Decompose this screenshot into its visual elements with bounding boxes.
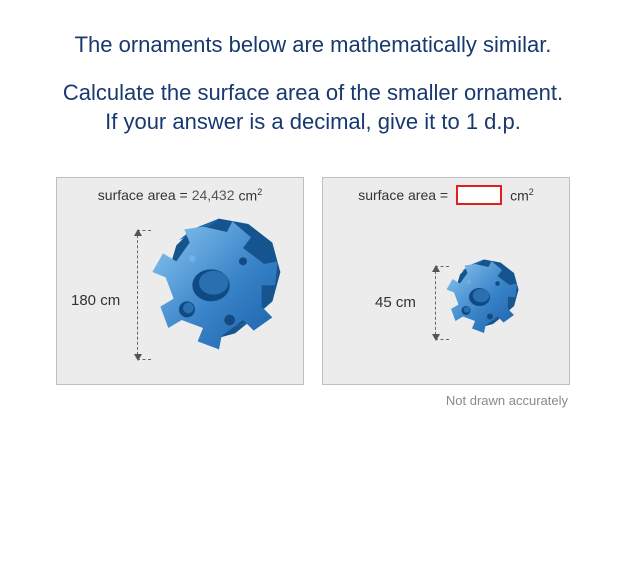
surface-area-unit-small: cm2	[510, 187, 534, 204]
surface-area-value: 24,432	[192, 187, 235, 203]
answer-input[interactable]	[456, 185, 502, 205]
surface-area-unit: cm2	[239, 187, 263, 204]
question-line-1: The ornaments below are mathematically s…	[40, 30, 586, 60]
dimension-bracket-large	[137, 230, 138, 360]
question-line-3: If your answer is a decimal, give it to …	[105, 109, 521, 134]
panel-small-header: surface area = cm2	[323, 178, 569, 212]
panel-large: surface area = 24,432 cm2 180 cm	[56, 177, 304, 385]
panel-small-body: 45 cm	[323, 212, 569, 384]
question-line-2: Calculate the surface area of the smalle…	[63, 80, 563, 105]
accuracy-note: Not drawn accurately	[40, 393, 586, 408]
panels-row: surface area = 24,432 cm2 180 cm surface…	[40, 177, 586, 385]
height-label-large: 180 cm	[71, 292, 120, 309]
panel-small: surface area = cm2 45 cm	[322, 177, 570, 385]
surface-area-label: surface area =	[98, 187, 188, 203]
panel-large-header: surface area = 24,432 cm2	[57, 178, 303, 212]
ornament-small-icon	[439, 258, 529, 348]
surface-area-label-small: surface area =	[358, 187, 448, 203]
height-label-small: 45 cm	[375, 294, 416, 311]
ornament-large-icon	[139, 216, 299, 376]
question-text: The ornaments below are mathematically s…	[40, 30, 586, 137]
panel-large-body: 180 cm	[57, 212, 303, 384]
dimension-bracket-small	[435, 266, 436, 340]
